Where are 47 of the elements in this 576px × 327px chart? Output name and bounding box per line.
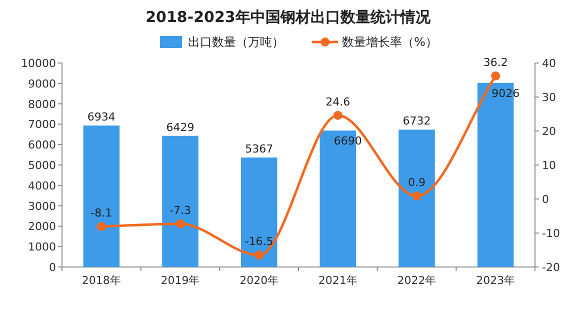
- point: [96, 222, 106, 232]
- data-label: 5367: [245, 142, 274, 156]
- y2-tick-label: 0: [542, 193, 549, 206]
- point: [333, 110, 342, 120]
- x-tick-label: 2019年: [160, 274, 200, 287]
- y-tick-label: 8000: [28, 98, 56, 111]
- bar: [398, 130, 435, 267]
- y-tick-label: 9000: [28, 77, 56, 90]
- y2-tick-label: -20: [542, 261, 560, 274]
- data-label: -7.3: [170, 204, 191, 217]
- data-label: 0.9: [408, 176, 426, 189]
- y-tick-label: 5000: [28, 159, 56, 172]
- data-label: 6429: [166, 120, 194, 134]
- x-tick-label: 2021年: [318, 274, 358, 287]
- y2-tick-label: 10: [542, 159, 556, 172]
- data-label: 24.6: [326, 95, 350, 108]
- y-tick-label: 6000: [28, 138, 56, 152]
- legend-label: 出口数量（万吨）: [188, 35, 284, 49]
- y2-tick-label: -10: [542, 227, 560, 240]
- point: [176, 219, 185, 228]
- bar: [240, 158, 278, 267]
- data-label: -8.1: [90, 206, 112, 220]
- data-label: 36.2: [483, 56, 508, 69]
- y-tick-label: 4000: [28, 179, 56, 192]
- data-label: 6732: [402, 114, 431, 128]
- x-tick-label: 2018年: [82, 274, 121, 287]
- data-label: -16.5: [244, 235, 274, 248]
- y-tick-label: 2000: [28, 220, 56, 234]
- y-tick-label: 3000: [28, 200, 56, 213]
- y-tick-label: 10000: [21, 57, 56, 70]
- y-tick-label: 0: [49, 261, 56, 274]
- point: [491, 71, 500, 80]
- chart-title: 2018-2023年中国钢材出口数量统计情况: [146, 8, 432, 26]
- y2-tick-label: 40: [542, 57, 556, 70]
- legend-label: 数量增长率（%）: [342, 35, 438, 49]
- y-tick-label: 1000: [28, 240, 56, 254]
- x-tick-label: 2023年: [476, 274, 516, 287]
- x-tick-label: 2022年: [397, 274, 436, 287]
- point: [412, 191, 422, 200]
- y-tick-label: 7000: [28, 118, 56, 132]
- bar: [162, 136, 198, 267]
- data-label: 6934: [87, 110, 116, 124]
- bar: [83, 126, 120, 267]
- point: [254, 250, 264, 260]
- y2-tick-label: 20: [542, 125, 556, 138]
- y2-tick-label: 30: [542, 91, 556, 104]
- x-tick-label: 2020年: [240, 274, 279, 287]
